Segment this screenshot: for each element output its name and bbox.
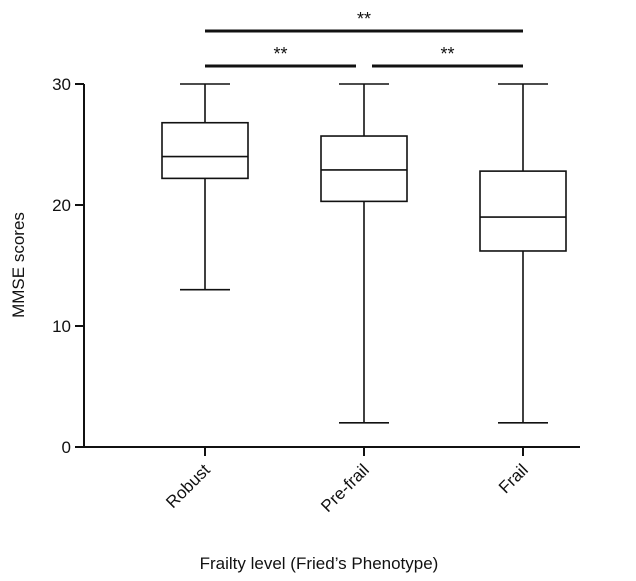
y-tick-label-0: 0 bbox=[62, 438, 71, 457]
y-tick-label-10: 10 bbox=[52, 317, 71, 336]
sig-label-robust-frail: ** bbox=[357, 9, 371, 29]
box-robust-iqr bbox=[161, 121, 249, 180]
sig-label-pre-frail-frail: ** bbox=[440, 44, 454, 64]
y-tick-label-30: 30 bbox=[52, 75, 71, 94]
x-tick-label-pre-frail: Pre-frail bbox=[317, 460, 373, 516]
y-axis-title: MMSE scores bbox=[9, 212, 28, 318]
x-tick-label-robust: Robust bbox=[162, 460, 214, 512]
x-axis-title: Frailty level (Fried’s Phenotype) bbox=[200, 554, 439, 573]
y-tick-label-20: 20 bbox=[52, 196, 71, 215]
box-frail-iqr bbox=[479, 170, 567, 252]
x-tick-label-frail: Frail bbox=[495, 460, 532, 497]
sig-label-robust-pre-frail: ** bbox=[273, 44, 287, 64]
box-pre-frail-iqr bbox=[320, 135, 408, 203]
